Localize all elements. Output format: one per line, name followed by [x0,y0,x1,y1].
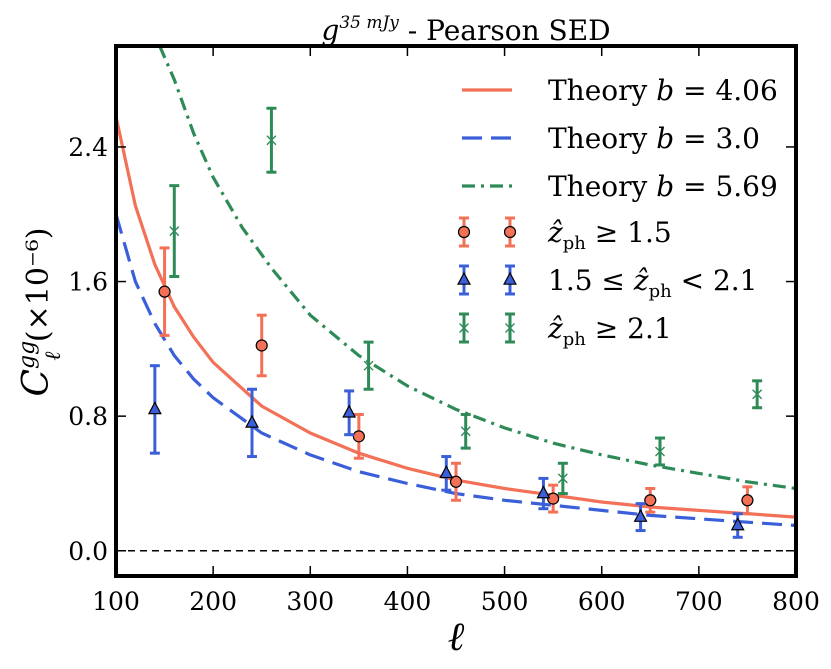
legend-label-3: Theory b = 5.69 [548,170,778,203]
y-axis-label: Cggℓ (×10⁻⁶) [15,227,66,396]
legend-marker-2 [457,264,471,296]
series-3-point [557,461,568,496]
series-3-point [655,436,665,467]
series-3-marker [752,389,763,400]
x-tick-label: 800 [772,587,820,616]
series-2-marker [730,517,745,531]
series-1-point [449,461,463,502]
series-2-marker [245,414,259,428]
theory-curve-2 [116,213,796,528]
legend-marker-1 [457,216,471,248]
y-tick-label: 2.4 [68,133,108,162]
title-rest: - Pearson SED [399,14,611,47]
y-tick-label: 0.0 [68,537,108,566]
series-2-point [730,512,745,539]
series-1-point [352,412,365,460]
series-2-marker [342,404,357,418]
series-3-point [752,379,763,410]
series-1-marker [741,494,754,507]
x-tick-label: 600 [578,587,626,616]
title-superscript: 35 mJy [339,13,399,33]
series-2-point [633,502,648,533]
title-base: g [321,14,339,47]
y-tick-label: 1.6 [68,268,108,297]
series-3-marker [169,226,180,237]
legend-series-marker [503,225,517,239]
series-3-marker [460,426,471,437]
series-2-marker [633,508,648,522]
series-3-marker [363,360,374,371]
series-1-point [644,487,657,514]
series-3-point [460,412,471,450]
y-tick-label: 0.8 [68,402,108,431]
legend-series-marker [457,271,471,285]
legend-series-label-2: 1.5 ≤ ẑph < 2.1 [548,264,757,302]
series-2-point [536,476,551,511]
series-2-point [147,364,162,455]
ylabel-base: C [16,369,57,397]
series-2-marker [536,485,551,499]
series-3-marker [557,473,568,484]
x-tick-label: 700 [675,587,723,616]
series-2-point [439,455,454,492]
series-1-marker [352,430,365,443]
series-3-point [363,340,374,391]
series-2-point [342,389,357,437]
legend-series-marker [457,225,471,239]
series-2-point [245,387,259,459]
legend-label-2: Theory b = 3.0 [548,122,760,155]
x-axis-label: ℓ [448,614,465,660]
legend: Theory b = 4.06 Theory b = 3.0 Theory b = … [457,74,778,350]
legend-label-1: Theory b = 4.06 [548,74,778,107]
x-tick-label: 100 [92,587,140,616]
series-1-point [158,246,171,337]
series-1-marker [644,494,657,507]
ylabel-rest: (×10⁻⁶) [21,227,56,351]
series-2-marker [439,465,454,479]
series-3-marker [655,446,665,457]
x-tick-label: 500 [481,587,529,616]
series-1-marker [547,492,560,505]
ylabel-superscript: gg [15,341,40,369]
legend-series-marker [459,323,469,333]
series-1-point [547,483,560,514]
series-1-point [741,485,754,516]
x-tick-label: 200 [189,587,237,616]
ylabel-subscript: ℓ [41,351,66,361]
legend-series-marker [503,271,517,285]
legend-marker-3 [459,312,469,344]
legend-marker-2 [503,264,517,296]
legend-marker-1 [503,216,517,248]
series-3-point [266,106,277,174]
x-tick-label: 300 [286,587,334,616]
series-1-marker [449,475,463,488]
chart-title: g35 mJy - Pearson SED [321,13,610,47]
legend-series-label-3: ẑph ≥ 2.1 [547,312,672,350]
series-3-point [169,184,180,279]
series-1-marker [255,339,268,352]
plot-frame [114,44,798,578]
series-2-marker [147,401,162,415]
x-tick-label: 400 [384,587,432,616]
theory-curve-1 [116,116,796,519]
legend-series-marker [505,323,515,333]
legend-marker-3 [505,312,515,344]
series-3-marker [266,135,277,146]
series-1-marker [158,285,171,298]
series-1-point [255,313,268,378]
legend-series-label-1: ẑph ≥ 1.5 [547,216,672,254]
theory-curve-3 [158,46,796,491]
